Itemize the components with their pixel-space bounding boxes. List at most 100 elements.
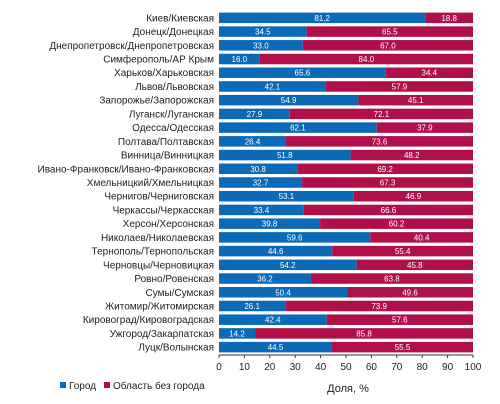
bar-segment-region [259, 53, 473, 65]
value-label-city: 33.4 [254, 206, 270, 215]
value-label-city: 32.7 [253, 179, 269, 188]
bar-segment-city [219, 218, 321, 229]
category-label: Сумы/Сумская [145, 288, 214, 299]
value-label-region: 73.6 [372, 137, 388, 146]
bar-segment-city [219, 232, 371, 243]
x-tick-labels: 0 10 20 30 40 50 60 70 80 90 100 [216, 355, 482, 373]
value-label-city: 44.5 [268, 343, 284, 352]
value-label-city: 42.4 [265, 316, 281, 325]
value-label-region: 67.3 [380, 179, 396, 188]
category-label: Ужгород/Закарпатская [110, 329, 214, 340]
bar-segment-city [219, 273, 311, 284]
bar-segment-region [320, 218, 473, 229]
value-label-region: 55.5 [395, 343, 411, 352]
bar-segment-region [347, 287, 473, 298]
value-label-city: 33.0 [253, 41, 269, 50]
category-label: Львов/Львовская [135, 82, 214, 93]
bar-segment-region [286, 136, 473, 147]
bar-segment-region [326, 314, 473, 325]
value-label-region: 40.4 [414, 233, 430, 242]
value-label-region: 73.9 [371, 302, 387, 311]
bar-segment-city [219, 328, 256, 339]
bar-segment-city [219, 26, 307, 37]
value-label-city: 81.2 [314, 14, 330, 23]
value-label-city: 54.2 [280, 261, 296, 270]
bar-segment-city [219, 163, 298, 175]
category-label: Чернигов/Черниговская [104, 192, 214, 203]
category-label: Хмельницкий/Хмельницкая [87, 178, 214, 189]
value-label-city: 30.8 [250, 165, 266, 174]
bar-segment-region [285, 300, 473, 312]
category-label: Киев/Киевская [146, 13, 214, 24]
value-label-region: 57.6 [392, 316, 408, 325]
bar-segment-city [219, 53, 260, 65]
bar-segment-city [219, 300, 286, 312]
value-label-region: 65.5 [382, 28, 398, 37]
legend-swatch-region [104, 382, 110, 388]
value-label-region: 63.8 [384, 275, 400, 284]
x-tick-label: 100 [465, 362, 482, 373]
value-label-city: 14.2 [229, 329, 245, 338]
value-label-region: 67.0 [380, 41, 396, 50]
value-label-city: 53.1 [279, 192, 295, 201]
value-label-region: 60.2 [389, 220, 405, 229]
category-label: Ровно/Ровенская [134, 274, 214, 285]
value-label-region: 45.1 [408, 96, 424, 105]
value-label-region: 72.1 [374, 110, 390, 119]
bar-segment-city [219, 341, 333, 353]
x-tick-label: 80 [417, 362, 429, 373]
value-label-city: 36.2 [257, 275, 273, 284]
bar-segment-region [255, 328, 473, 339]
bar-segment-region [376, 122, 473, 133]
category-label: Житомир/Житомирская [105, 301, 214, 312]
category-labels: Киев/Киевская Донецк/Донецкая Днепропетров… [38, 13, 215, 353]
bar-segment-city [219, 190, 354, 202]
bar-segment-region [370, 232, 473, 243]
category-label: Винница/Винницкая [121, 151, 214, 162]
value-label-city: 27.9 [247, 110, 263, 119]
category-label: Днепропетровск/Днепропетровская [49, 41, 214, 52]
bar-segment-region [425, 12, 473, 24]
value-label-city: 65.6 [295, 69, 311, 78]
bar-segment-city [219, 67, 386, 78]
value-label-city: 51.8 [277, 151, 293, 160]
bar-segment-region [306, 26, 473, 37]
bar-segment-region [332, 341, 473, 353]
bar-segment-city [219, 122, 377, 133]
value-label-city: 44.6 [268, 247, 284, 256]
legend-label-city: Город [69, 381, 96, 392]
x-tick-label: 20 [264, 362, 276, 373]
bar-segment-city [219, 287, 348, 298]
value-label-region: 45.8 [407, 261, 423, 270]
value-label-region: 84.0 [359, 55, 375, 64]
category-label: Тернополь/Тернопольская [92, 247, 214, 258]
category-label: Харьков/Харьковская [114, 68, 214, 79]
bar-segment-city [219, 245, 333, 257]
value-label-region: 66.6 [381, 206, 397, 215]
value-label-city: 42.1 [265, 82, 281, 91]
bar-segment-region [332, 245, 473, 257]
bar-segment-region [358, 94, 473, 106]
bars-layer [219, 12, 473, 353]
value-label-region: 48.2 [404, 151, 420, 160]
value-label-region: 57.9 [392, 82, 408, 91]
x-tick-label: 50 [340, 362, 352, 373]
value-label-region: 34.4 [422, 69, 438, 78]
value-label-region: 49.6 [402, 288, 418, 297]
x-tick-label: 10 [239, 362, 251, 373]
bar-segment-region [289, 108, 473, 120]
category-label: Черновцы/Черновицкая [103, 260, 214, 271]
bar-segment-city [219, 149, 351, 161]
category-label: Кировоград/Кировоградская [83, 315, 214, 326]
category-label: Луганск/Луганская [129, 109, 214, 120]
value-label-city: 34.5 [255, 28, 271, 37]
x-tick-label: 30 [290, 362, 302, 373]
value-label-city: 39.8 [262, 220, 278, 229]
value-label-region: 46.9 [406, 192, 422, 201]
value-label-city: 54.9 [281, 96, 297, 105]
value-label-city: 16.0 [232, 55, 248, 64]
x-axis-label: Доля, % [327, 383, 369, 395]
bar-segment-region [353, 190, 473, 202]
legend-label-region: Область без города [113, 380, 205, 392]
